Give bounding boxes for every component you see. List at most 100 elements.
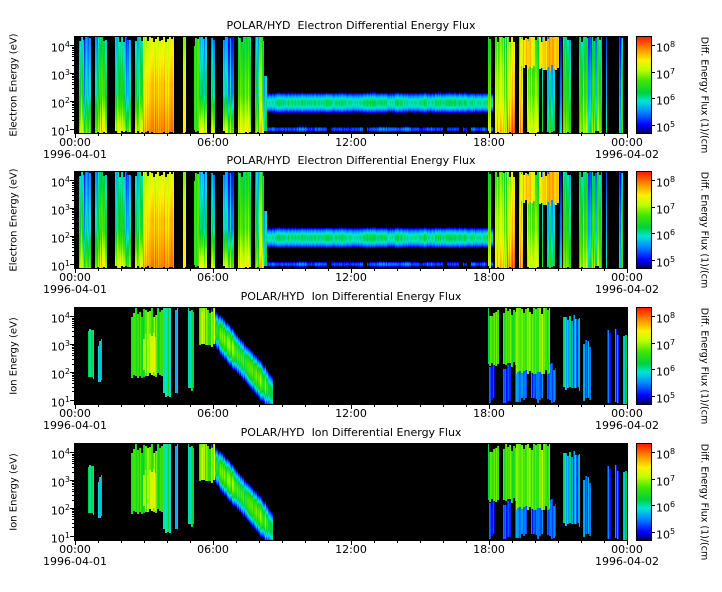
y-minor-tick-mark (72, 323, 75, 324)
panel-title: POLAR/HYD Electron Differential Energy F… (226, 154, 476, 167)
y-minor-tick-mark (72, 331, 75, 332)
y-minor-tick-mark (72, 93, 75, 94)
x-tick-mark (443, 541, 444, 543)
x-tick-label: 00:00 (611, 543, 643, 556)
colorbar-tick-mark (651, 72, 655, 73)
x-tick-mark (236, 269, 237, 271)
y-minor-tick-mark (72, 116, 75, 117)
x-date-left: 1996-04-01 (43, 148, 107, 161)
y-minor-tick-mark (72, 187, 75, 188)
x-date-right: 1996-04-02 (595, 555, 659, 568)
y-minor-tick-mark (72, 373, 75, 374)
x-tick-mark (351, 134, 352, 138)
y-minor-tick-mark (72, 516, 75, 517)
x-tick-mark (558, 405, 559, 407)
x-tick-mark (236, 541, 237, 543)
y-minor-tick-mark (72, 105, 75, 106)
y-tick-label: 103 (50, 339, 70, 354)
y-minor-tick-mark (72, 54, 75, 55)
y-minor-tick-mark (72, 76, 75, 77)
x-tick-mark (397, 134, 398, 136)
colorbar-tick-label: 105 (656, 120, 676, 135)
x-tick-mark (259, 134, 260, 136)
colorbar-gradient (636, 171, 652, 269)
x-tick-mark (443, 134, 444, 136)
y-minor-tick-mark (72, 52, 75, 53)
colorbar-tick-label: 106 (656, 93, 676, 108)
y-tick-mark (70, 372, 75, 373)
panel-title: POLAR/HYD Electron Differential Energy F… (226, 19, 476, 32)
y-minor-tick-mark (72, 209, 75, 210)
x-tick-mark (213, 405, 214, 409)
x-tick-mark (581, 134, 582, 136)
panel-title: POLAR/HYD Ion Differential Energy Flux (240, 426, 462, 439)
x-tick-label: 06:00 (197, 543, 229, 556)
y-minor-tick-mark (72, 509, 75, 510)
y-minor-tick-mark (72, 486, 75, 487)
spectrogram-plot (74, 171, 628, 269)
y-minor-tick-mark (72, 56, 75, 57)
x-tick-mark (558, 541, 559, 543)
y-tick-mark (70, 45, 75, 46)
x-tick-label: 00:00 (59, 543, 91, 556)
x-tick-mark (98, 269, 99, 271)
y-minor-tick-mark (72, 484, 75, 485)
y-minor-tick-mark (72, 350, 75, 351)
colorbar-tick-label: 108 (656, 447, 676, 462)
y-minor-tick-mark (72, 491, 75, 492)
y-minor-tick-mark (72, 237, 75, 238)
x-tick-label: 00:00 (611, 271, 643, 284)
x-date-right: 1996-04-02 (595, 419, 659, 432)
x-tick-mark (167, 405, 168, 407)
x-tick-mark (604, 541, 605, 543)
x-tick-mark (351, 405, 352, 409)
colorbar-tick-label: 107 (656, 66, 676, 82)
y-minor-tick-mark (72, 109, 75, 110)
spectrogram-plot (74, 443, 628, 541)
x-tick-mark (443, 405, 444, 407)
y-minor-tick-mark (72, 79, 75, 80)
y-minor-tick-mark (72, 239, 75, 240)
y-tick-mark (70, 316, 75, 317)
x-tick-mark (604, 134, 605, 136)
y-minor-tick-mark (72, 461, 75, 462)
y-axis-title: Electron Energy (eV) (8, 33, 20, 137)
y-tick-label: 103 (50, 475, 70, 490)
x-tick-mark (328, 269, 329, 271)
x-tick-mark (213, 134, 214, 138)
x-tick-mark (443, 269, 444, 271)
x-tick-label: 00:00 (611, 407, 643, 420)
x-tick-mark (121, 405, 122, 407)
x-tick-label: 06:00 (197, 407, 229, 420)
y-tick-label: 102 (50, 367, 70, 382)
y-minor-tick-mark (72, 376, 75, 377)
x-tick-mark (627, 405, 628, 409)
x-tick-mark (328, 405, 329, 407)
x-tick-label: 00:00 (59, 136, 91, 149)
y-tick-mark (70, 73, 75, 74)
panel-title: POLAR/HYD Ion Differential Energy Flux (240, 290, 462, 303)
y-tick-mark (70, 236, 75, 237)
y-tick-label: 102 (50, 503, 70, 518)
x-tick-mark (466, 134, 467, 136)
y-minor-tick-mark (72, 319, 75, 320)
colorbar-tick-label: 107 (656, 473, 676, 489)
spectrogram-panel: POLAR/HYD Electron Differential Energy F… (0, 17, 722, 167)
y-minor-tick-mark (72, 244, 75, 245)
spectrogram-panel: POLAR/HYD Ion Differential Energy Flux I… (0, 288, 722, 438)
x-tick-mark (420, 405, 421, 407)
x-tick-label: 06:00 (197, 271, 229, 284)
colorbar-tick-mark (651, 369, 655, 370)
x-tick-mark (581, 405, 582, 407)
colorbar-tick-label: 105 (656, 255, 676, 270)
x-date-left: 1996-04-01 (43, 283, 107, 296)
colorbar-gradient (636, 36, 652, 134)
y-tick-mark (70, 400, 75, 401)
y-minor-tick-mark (72, 120, 75, 121)
colorbar-tick-mark (651, 316, 655, 317)
y-minor-tick-mark (72, 48, 75, 49)
colorbar-tick-label: 106 (656, 500, 676, 515)
spectrogram-panel: POLAR/HYD Ion Differential Energy Flux I… (0, 424, 722, 574)
y-axis-title: Ion Energy (eV) (8, 317, 20, 395)
colorbar-axis-label: Diff. Energy Flux (1)/(cm (698, 36, 710, 154)
